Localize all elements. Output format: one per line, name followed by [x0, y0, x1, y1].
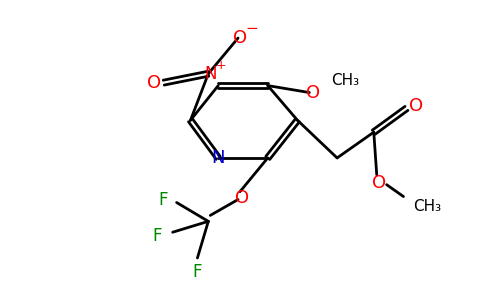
Text: F: F: [158, 190, 167, 208]
Text: N: N: [212, 149, 225, 167]
Text: F: F: [152, 227, 162, 245]
Text: +: +: [216, 59, 227, 72]
Text: O: O: [409, 98, 424, 116]
Text: F: F: [193, 263, 202, 281]
Text: O: O: [306, 83, 320, 101]
Text: −: −: [245, 21, 258, 36]
Text: O: O: [235, 189, 249, 207]
Text: N: N: [204, 65, 216, 83]
Text: O: O: [372, 174, 386, 192]
Text: CH₃: CH₃: [331, 73, 359, 88]
Text: O: O: [233, 29, 247, 47]
Text: O: O: [147, 74, 161, 92]
Text: CH₃: CH₃: [413, 199, 441, 214]
